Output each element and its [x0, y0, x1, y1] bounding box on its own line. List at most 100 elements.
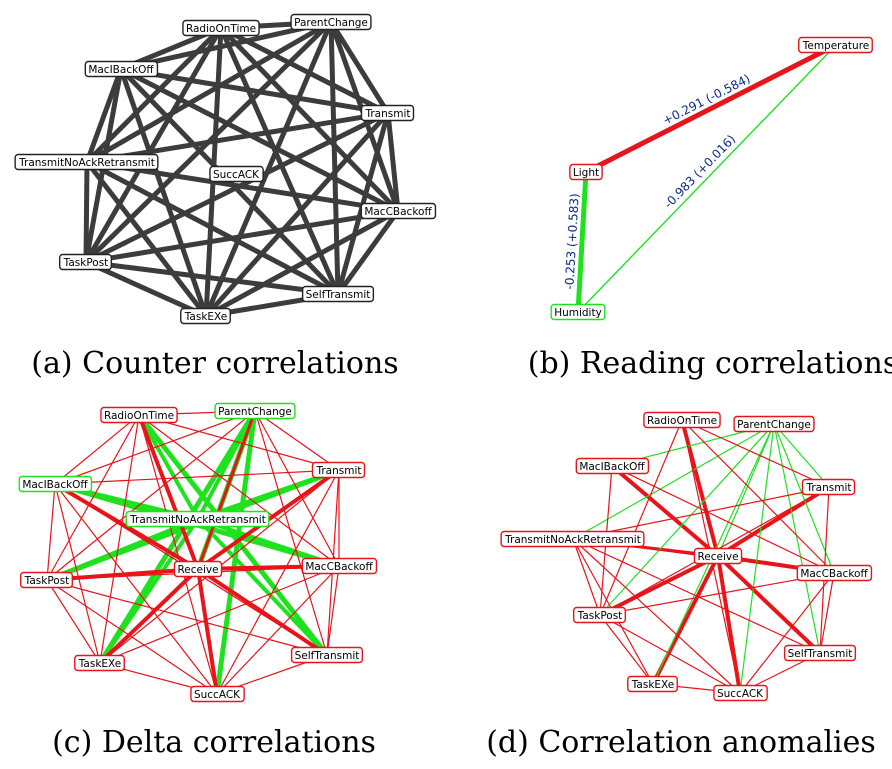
node-transmit[interactable]: Transmit [311, 461, 366, 479]
node-label: Transmit [364, 108, 410, 120]
node-selftransmit[interactable]: SelfTransmit [783, 644, 857, 662]
delta-correlations-panel: RadioOnTime ParentChange Transmit MacIBackO… [18, 402, 378, 760]
edge-te-rcv [98, 567, 200, 665]
node-receive[interactable]: Receive [173, 560, 223, 578]
node-label: Receive [177, 564, 218, 576]
node-receive[interactable]: Receive [693, 547, 743, 565]
edge-mcb-te [203, 208, 401, 319]
node-box [713, 684, 768, 702]
node-label: TransmitNoAckRetransmit [18, 157, 155, 169]
node-box [74, 654, 125, 672]
node-label: RadioOnTime [104, 410, 174, 422]
node-maccbackoff[interactable]: MacCBackoff [301, 557, 378, 575]
node-transmit[interactable]: Transmit [360, 104, 415, 122]
node-maccbackoff[interactable]: MacCBackoff [796, 564, 873, 582]
node-parentchange[interactable]: ParentChange [290, 13, 372, 31]
node-label: SuccACK [717, 688, 764, 700]
node-box [360, 202, 437, 220]
node-box [693, 547, 743, 565]
node-taskpost[interactable]: TaskPost [19, 571, 74, 589]
edge-rot-mcb [138, 414, 340, 567]
node-transmitnoackretransmit[interactable]: TransmitNoAckRetransmit [500, 530, 645, 548]
node-light[interactable]: Light [569, 163, 603, 181]
node-box [360, 104, 415, 122]
node-taskexe[interactable]: TaskEXe [74, 654, 125, 672]
node-radioontime[interactable]: RadioOnTime [182, 19, 260, 37]
node-label: Transmit [805, 482, 851, 494]
node-macibackoff[interactable]: MacIBackOff [575, 457, 650, 475]
node-parentchange[interactable]: ParentChange [214, 402, 296, 420]
node-label: RadioOnTime [647, 415, 717, 427]
edge-tp-te [46, 579, 101, 664]
edge-pc-mcb [773, 423, 835, 574]
node-box [290, 13, 372, 31]
node-maccbackoff[interactable]: MacCBackoff [360, 202, 437, 220]
edge-rot-tr [138, 414, 340, 471]
node-selftransmit[interactable]: SelfTransmit [301, 285, 375, 303]
node-selftransmit[interactable]: SelfTransmit [290, 646, 364, 664]
edge-pc-mcb [254, 410, 340, 567]
node-label: MacCBackoff [800, 568, 868, 580]
edge-rot-rcv [680, 418, 720, 558]
node-label: TaskPost [63, 257, 109, 269]
node-box [733, 415, 815, 433]
node-succack[interactable]: SuccACK [190, 685, 245, 703]
node-label: Temperature [802, 40, 870, 52]
node-temperature[interactable]: Temperature [798, 36, 873, 54]
node-transmitnoackretransmit[interactable]: TransmitNoAckRetransmit [125, 510, 270, 528]
edge-tp-te [599, 614, 654, 685]
node-taskpost[interactable]: TaskPost [58, 253, 113, 271]
edge-rot-tp [46, 414, 140, 581]
node-transmit[interactable]: Transmit [801, 478, 856, 496]
edge-rot-sa [138, 414, 218, 695]
node-box [783, 644, 857, 662]
node-taskexe[interactable]: TaskEXe [180, 307, 231, 325]
node-box [180, 307, 231, 325]
node-label: SuccACK [194, 689, 241, 701]
node-box [572, 606, 627, 624]
node-taskpost[interactable]: TaskPost [572, 606, 627, 624]
edge-mbo-mcb [118, 66, 401, 214]
node-box [18, 475, 93, 493]
node-parentchange[interactable]: ParentChange [733, 415, 815, 433]
edge-rot-rcv [137, 413, 200, 571]
edge-pc-st [328, 19, 341, 297]
node-taskexe[interactable]: TaskEXe [627, 675, 678, 693]
node-box [798, 36, 873, 54]
edge-mcb-st [326, 565, 340, 656]
edge-tp-rcv [598, 554, 720, 617]
node-box [214, 402, 296, 420]
node-box [100, 406, 178, 424]
edge-tp-sa [599, 614, 741, 694]
edge-rot-tp [83, 25, 224, 265]
edge-tp-sa [46, 579, 218, 695]
edge-mcb-tp [83, 208, 401, 265]
node-radioontime[interactable]: RadioOnTime [100, 406, 178, 424]
edge-tp-st [83, 259, 341, 297]
node-label: ParentChange [737, 419, 811, 431]
node-label: SelfTransmit [306, 289, 371, 301]
node-succack[interactable]: SuccACK [713, 684, 768, 702]
node-succack[interactable]: SuccACK [209, 165, 264, 183]
edge-mbo-rcv [53, 482, 200, 571]
edge-pc-tr [328, 19, 391, 116]
caption-correlation-anomalies: (d) Correlation anomalies [486, 725, 876, 760]
node-label: ParentChange [218, 406, 292, 418]
node-label: Receive [697, 551, 738, 563]
node-label: TransmitNoAckRetransmit [504, 534, 641, 546]
node-macibackoff[interactable]: MacIBackOff [84, 60, 159, 78]
node-box [84, 60, 159, 78]
edge-st-rcv [716, 554, 822, 655]
edge-pc-te [97, 408, 258, 666]
edge-tnar-st [572, 538, 821, 654]
node-radioontime[interactable]: RadioOnTime [643, 411, 721, 429]
edge-pc-tp [599, 423, 775, 616]
node-label: TaskEXe [631, 679, 674, 691]
edge-mbo-te [54, 483, 101, 664]
node-macibackoff[interactable]: MacIBackOff [18, 475, 93, 493]
node-box [627, 675, 678, 693]
node-box [301, 285, 375, 303]
edge-rot-mbo [54, 414, 140, 485]
node-transmitnoackretransmit[interactable]: TransmitNoAckRetransmit [14, 153, 159, 171]
node-humidity[interactable]: Humidity [550, 303, 606, 321]
